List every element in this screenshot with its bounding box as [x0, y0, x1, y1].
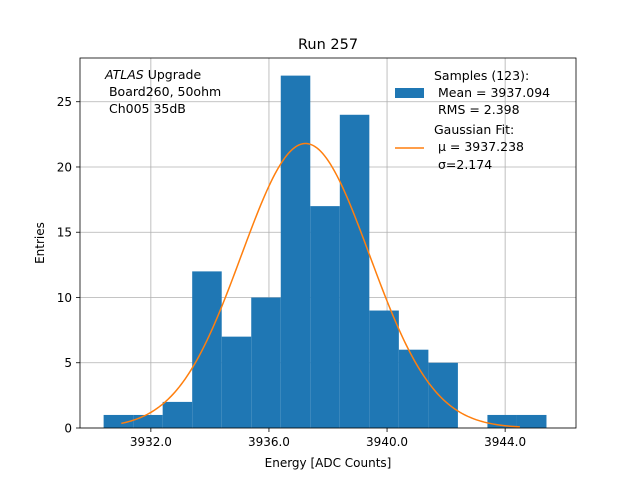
histogram-bar-0 [103, 414, 134, 428]
y-tick-label-4: 20 [57, 160, 72, 174]
annotation-italic-atlas: ATLAS [104, 67, 144, 82]
chart-title: Run 257 [298, 37, 358, 53]
y-tick-label-0: 0 [64, 422, 72, 436]
legend-samples-swatch [395, 88, 424, 98]
legend-samples-line-1: Samples (123): [434, 68, 529, 83]
histogram-bar-10 [398, 349, 429, 428]
x-tick-label-2: 3940.0 [366, 435, 408, 449]
histogram-bar-9 [369, 310, 399, 428]
axis-ticks: 3932.0 3936.0 3940.0 3944.0 0 5 10 15 20 25 [57, 95, 526, 449]
legend-samples-line-3: RMS = 2.398 [434, 102, 520, 117]
legend-fit-line-3: σ=2.174 [434, 157, 492, 172]
x-tick-label-1: 3936.0 [248, 435, 290, 449]
y-axis-label: Entries [33, 222, 47, 264]
annotation-line-2: Board260, 50ohm [105, 84, 221, 99]
histogram-bar-1 [133, 414, 163, 428]
histogram-bar-7 [310, 206, 340, 428]
histogram-bars [103, 75, 547, 428]
histogram-bar-2 [162, 401, 193, 428]
legend-fit-line-1: Gaussian Fit: [434, 122, 514, 137]
y-tick-label-2: 10 [57, 291, 72, 305]
y-tick-label-5: 25 [57, 95, 72, 109]
annotation-line-3: Ch005 35dB [105, 101, 186, 116]
annotation-upgrade: Upgrade [144, 67, 202, 82]
histogram-bar-8 [339, 114, 370, 428]
atlas-annotation: ATLAS Upgrade Board260, 50ohm Ch005 35dB [104, 67, 221, 116]
y-tick-label-1: 5 [64, 356, 72, 370]
legend-fit-line-2: μ = 3937.238 [434, 139, 524, 154]
plot-frame [79, 57, 577, 429]
histogram-bar-3 [192, 271, 222, 428]
histogram-bar-5 [251, 297, 281, 428]
x-tick-label-3: 3944.0 [484, 435, 526, 449]
histogram-bar-14 [516, 414, 547, 428]
legend: Samples (123): Mean = 3937.094 RMS = 2.3… [395, 68, 550, 172]
histogram-bar-4 [221, 336, 252, 428]
histogram-bar-11 [428, 362, 458, 428]
x-axis-label: Energy [ADC Counts] [265, 456, 392, 470]
legend-samples-line-2: Mean = 3937.094 [434, 85, 550, 100]
annotation-line-1: ATLAS Upgrade [104, 67, 201, 82]
gaussian-fit-curve [121, 142, 520, 428]
y-tick-label-3: 15 [57, 226, 72, 240]
x-tick-label-0: 3932.0 [130, 435, 172, 449]
histogram-bar-6 [280, 75, 311, 428]
